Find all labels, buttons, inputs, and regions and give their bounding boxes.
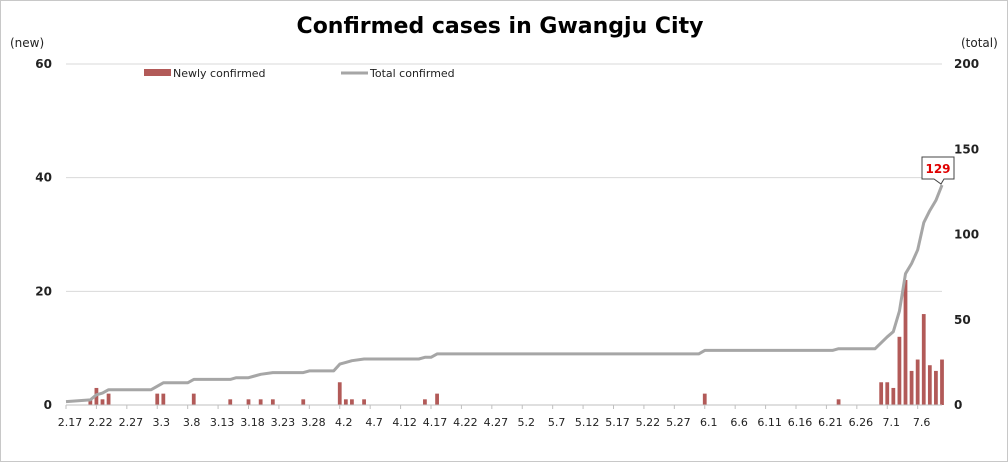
bar — [909, 370, 914, 405]
x-tick-label: 6.26 — [849, 416, 874, 429]
callout-box — [921, 156, 955, 185]
y-left-tick-label: 20 — [35, 284, 52, 298]
bar — [106, 393, 111, 405]
bar — [702, 393, 707, 405]
x-tick-label: 2.22 — [88, 416, 113, 429]
bar — [915, 359, 920, 405]
x-tick-label: 5.7 — [548, 416, 566, 429]
line-series-total-confirmed — [65, 184, 944, 404]
bar — [423, 399, 427, 405]
bar — [927, 365, 932, 405]
bar — [301, 399, 306, 405]
x-tick-label: 6.16 — [788, 416, 813, 429]
x-tick-label: 4.27 — [484, 416, 509, 429]
bar — [337, 382, 342, 405]
annotation-callout: 129 — [921, 156, 955, 185]
bar — [903, 279, 908, 405]
bar — [343, 399, 348, 405]
bar — [836, 399, 841, 405]
x-tick-label: 7.1 — [883, 416, 901, 429]
bar — [885, 382, 890, 405]
legend-swatch-bar — [144, 69, 171, 76]
x-tick-label: 4.7 — [365, 416, 383, 429]
bar — [161, 393, 166, 405]
y-left-tick-label: 0 — [44, 398, 52, 412]
x-tick-label: 3.23 — [271, 416, 296, 429]
bar — [155, 393, 160, 405]
bar — [362, 399, 366, 405]
y-right-tick-label: 50 — [954, 313, 971, 327]
legend: Newly confirmed Total confirmed — [144, 67, 455, 80]
bar — [100, 399, 105, 405]
y-left-tick-label: 40 — [35, 171, 52, 185]
bar — [88, 399, 93, 405]
x-tick-label: 2.27 — [119, 416, 144, 429]
x-tick-label: 4.2 — [335, 416, 353, 429]
bar — [258, 399, 263, 405]
y-right-tick-label: 200 — [954, 57, 979, 71]
x-tick-label: 6.1 — [700, 416, 718, 429]
x-tick-label: 3.28 — [301, 416, 326, 429]
bar — [891, 387, 896, 405]
bar — [246, 399, 251, 405]
x-tick-label: 3.13 — [210, 416, 235, 429]
x-tick-label: 5.12 — [575, 416, 600, 429]
bar — [921, 314, 926, 405]
bar — [897, 336, 902, 405]
bar — [350, 399, 354, 405]
bar — [879, 382, 884, 405]
gridlines — [66, 63, 942, 292]
x-tick-label: 6.21 — [818, 416, 843, 429]
chart-title: Confirmed cases in Gwangju City — [296, 14, 704, 39]
legend-label-newly-confirmed: Newly confirmed — [173, 67, 266, 80]
right-axis-unit-label: (total) — [961, 36, 998, 50]
total-confirmed-line — [65, 184, 944, 404]
x-tick-label: 4.12 — [392, 416, 417, 429]
x-tick-label: 2.17 — [58, 416, 83, 429]
x-tick-label: 5.2 — [518, 416, 536, 429]
x-tick-label: 5.22 — [636, 416, 661, 429]
callout-value: 129 — [925, 162, 950, 176]
legend-label-total-confirmed: Total confirmed — [369, 67, 455, 80]
x-tick-label: 5.17 — [605, 416, 630, 429]
x-tick-label: 3.3 — [153, 416, 171, 429]
bar — [934, 370, 938, 405]
y-left-tick-label: 60 — [35, 57, 52, 71]
axes: 0 20 40 60 0 50 100 150 200 2.17 2.22 2.27 3.3 3.8 3.1… — [35, 57, 979, 429]
x-tick-label: 7.6 — [913, 416, 931, 429]
x-tick-label: 4.17 — [423, 416, 448, 429]
x-tick-label: 6.6 — [730, 416, 748, 429]
bar — [270, 399, 275, 405]
bar — [191, 393, 196, 405]
y-right-tick-label: 0 — [954, 398, 962, 412]
x-tick-label: 5.27 — [666, 416, 691, 429]
y-right-tick-label: 150 — [954, 142, 979, 156]
bar-series-newly-confirmed — [88, 279, 944, 405]
x-tick-label: 3.8 — [183, 416, 201, 429]
y-right-tick-label: 100 — [954, 228, 979, 242]
bar — [940, 359, 944, 405]
x-tick-label: 3.18 — [240, 416, 265, 429]
left-axis-unit-label: (new) — [10, 36, 45, 50]
x-tick-label: 6.11 — [757, 416, 782, 429]
bar — [435, 393, 439, 405]
bar — [228, 399, 233, 405]
x-tick-label: 4.22 — [453, 416, 478, 429]
